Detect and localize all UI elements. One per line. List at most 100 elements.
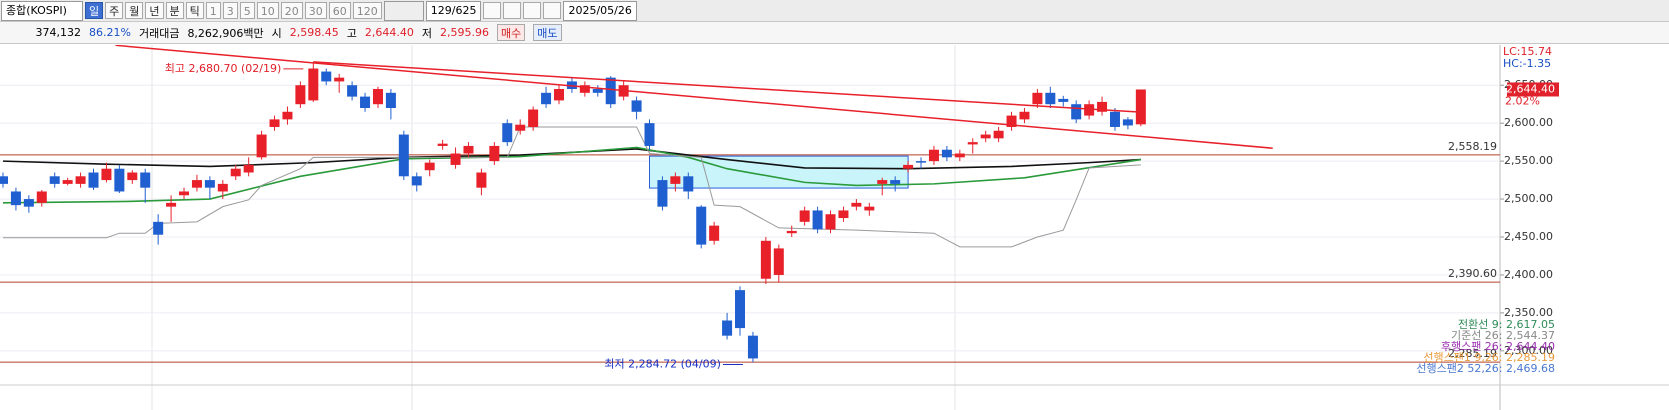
period-button[interactable]: 주 [105,2,124,19]
candle-body [851,202,862,207]
change-label: 2.02% [1505,94,1540,107]
buy-button[interactable]: 매수 [497,24,526,41]
candle-body [579,85,590,93]
interval-button[interactable]: 10 [256,2,279,19]
chart: LC:15.74 HC:-1.35 2,300.00 2,350.00 2,400.… [0,45,1669,410]
tool-icon[interactable] [543,2,562,19]
candle-body [1135,89,1146,125]
candle-body [295,85,306,105]
candle-body [657,180,668,207]
candle-body [696,206,707,245]
candle-body [683,176,694,192]
lc-label: LC:15.74 [1503,45,1552,58]
interval-button[interactable]: 3 [222,2,238,19]
candle-body [760,240,771,279]
volume-ratio: 86.21% [89,26,131,39]
candle-body [398,134,409,177]
candle-body [903,164,914,169]
candle-body [347,85,358,97]
interval-button[interactable]: 20 [280,2,303,19]
candle-body [230,168,241,177]
interval-button[interactable]: 60 [328,2,351,19]
y-tick-label: 2,500.00 [1504,192,1553,205]
candle-body [101,168,112,181]
candle-body [166,202,177,207]
candle-body [243,164,254,173]
candle-body [773,248,784,275]
candle-body [75,176,86,184]
candle-body [928,149,939,162]
sell-button[interactable]: 매도 [533,24,562,41]
trendline [115,45,1273,149]
tool-icon[interactable] [483,2,502,19]
candle-body [0,176,8,184]
candle-body [644,123,655,146]
count-box: 129/625 [425,0,482,21]
y-tick-label: 2,450.00 [1504,230,1553,243]
tool-icon[interactable] [523,2,542,19]
candle-body [877,180,888,184]
candle-body [424,162,435,171]
indicator-line [3,126,1141,248]
date-box[interactable]: 2025/05/26 [563,0,637,21]
level-label: 2,285.19 [1448,347,1497,360]
legend-entry: 선행스팬1 9,26: 2,285.19 [1423,351,1555,364]
candle-body [127,172,138,181]
candle-body [476,172,487,188]
hc-label: HC:-1.35 [1503,57,1551,70]
interval-button[interactable]: 5 [239,2,255,19]
candle-body [62,180,73,184]
candle-body [1006,115,1017,127]
period-button[interactable]: 월 [125,2,144,19]
low-label: 저 [421,26,433,40]
period-button[interactable]: 분 [165,2,184,19]
candle-body [838,210,849,219]
y-tick-label: 2,350.00 [1504,306,1553,319]
market-select[interactable]: 종합(KOSPI) [1,0,83,21]
open-label: 시 [271,26,282,40]
candle-body [140,172,151,188]
candle-body [954,153,965,158]
low: 2,595.96 [440,26,489,39]
period-button[interactable]: 틱 [185,2,204,19]
price-tag-label: 2,644.40 [1506,82,1555,95]
candle-body [23,199,34,207]
candle-body [825,214,836,230]
interval-button[interactable]: 30 [304,2,327,19]
candle-body [799,210,810,222]
candle-body [1122,119,1133,126]
level-label: 2,390.60 [1448,267,1497,280]
period-button[interactable]: 년 [145,2,164,19]
trendline [313,61,1141,113]
candle-body [179,191,190,196]
candle-body [10,191,21,206]
legend-entry: 선행스팬2 52,26: 2,469.68 [1416,362,1555,375]
interval-button[interactable]: 1 [205,2,221,19]
candle-body [502,123,513,143]
candle-body [722,320,733,336]
candle-body [864,206,875,211]
high: 2,644.40 [364,26,414,39]
candle-body [1045,92,1056,105]
candle-body [890,180,901,184]
candle-body [916,161,927,163]
candle-body [1097,101,1108,112]
period-button[interactable]: 일 [85,2,104,19]
candle-body [709,225,720,241]
candle-body [360,96,371,108]
candle-body [282,111,293,120]
candle-body [553,89,564,101]
interval-button[interactable]: 120 [352,2,382,19]
candle-body [1109,111,1120,127]
candle-body [747,335,758,359]
tool-icon[interactable] [503,2,522,19]
candle-body [269,119,280,127]
candle-body [334,77,345,82]
candle-body [114,168,125,192]
candle-body [967,142,978,145]
candle-body [515,124,526,131]
candle-body [88,172,99,188]
candle-body [528,109,539,127]
amount-label: 거래대금 [138,26,180,40]
dropdown[interactable] [383,0,424,21]
